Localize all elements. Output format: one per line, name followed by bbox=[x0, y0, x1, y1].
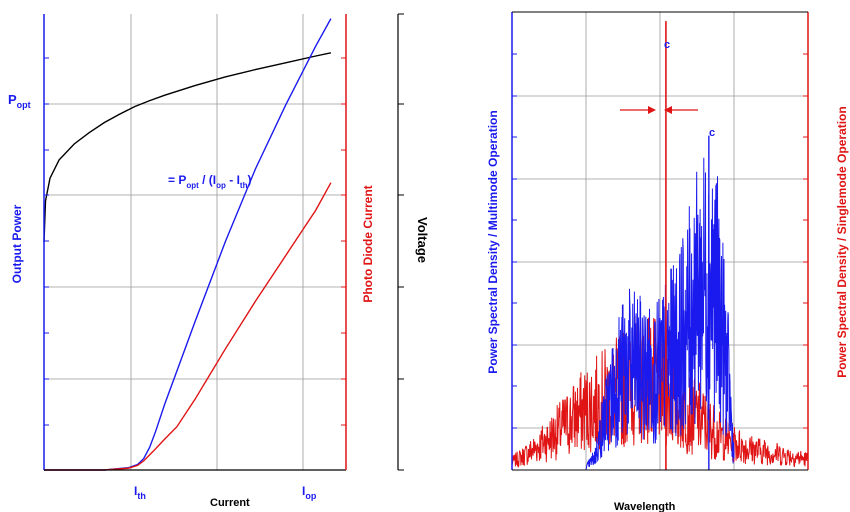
multimode-psd-label: Power Spectral Density / Multimode Opera… bbox=[486, 110, 500, 373]
left-plot-ticks bbox=[44, 13, 404, 471]
voltage-curve bbox=[43, 52, 332, 243]
voltage-label: Voltage bbox=[415, 217, 430, 263]
wavelength-axis-label: Wavelength bbox=[614, 501, 676, 512]
linewidth-arrow-left bbox=[620, 106, 656, 114]
right-plot-ticks bbox=[512, 53, 808, 429]
right-plot-spectra bbox=[511, 21, 809, 470]
left-plot-curves bbox=[43, 18, 332, 471]
left-plot-grid bbox=[44, 14, 346, 470]
x-tick-label-ith: Ith bbox=[134, 484, 146, 501]
output-power-label: Output Power bbox=[10, 204, 24, 283]
output-power-curve bbox=[44, 18, 332, 471]
multimode-peak-label: c bbox=[709, 127, 715, 139]
singlemode-psd-label: Power Spectral Density / Singlemode Oper… bbox=[835, 106, 849, 377]
x-tick-label-iop: Iop bbox=[302, 484, 317, 501]
singlemode-peak-label: c bbox=[664, 39, 670, 51]
slope-equation: = Popt / (Iop - Ith) bbox=[168, 173, 251, 190]
photo-diode-current-label: Photo Diode Current bbox=[361, 185, 375, 302]
linewidth-arrow-right bbox=[664, 106, 698, 114]
photo-diode-current-curve bbox=[44, 182, 332, 471]
current-axis-label: Current bbox=[210, 497, 250, 509]
p-opt-label: Popt bbox=[8, 92, 31, 110]
